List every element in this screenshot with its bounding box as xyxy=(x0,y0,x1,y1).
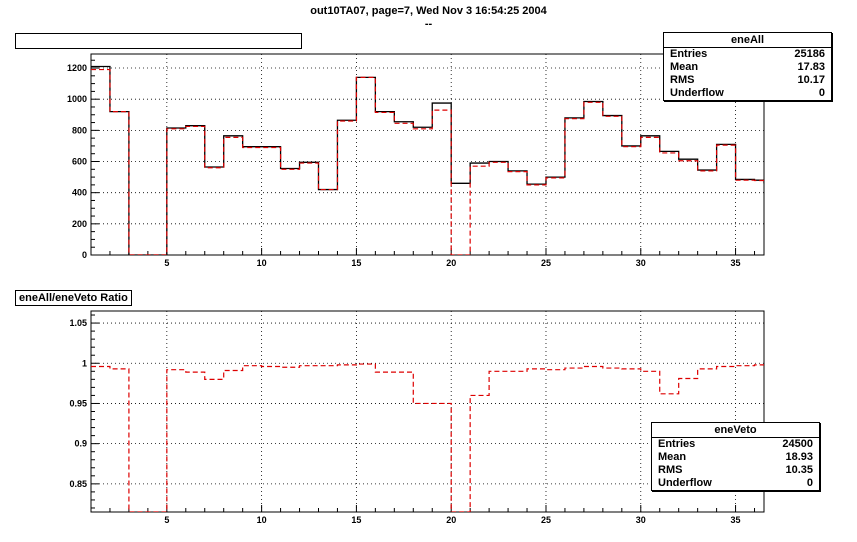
bottom-stats-row: Entries 24500 xyxy=(652,438,819,451)
stats-value: 17.83 xyxy=(797,61,825,73)
stats-label: RMS xyxy=(658,464,683,476)
bottom-stats-row: Underflow 0 xyxy=(652,477,819,490)
stats-value: 18.93 xyxy=(785,451,813,463)
stats-value: 10.17 xyxy=(797,74,825,86)
y-tick-label: 0.95 xyxy=(69,398,87,408)
series-ratio xyxy=(91,363,764,512)
bottom-stats-name: eneVeto xyxy=(652,423,819,438)
y-tick-label: 1 xyxy=(82,358,87,368)
x-tick-label: 5 xyxy=(164,258,169,268)
x-tick-label: 15 xyxy=(351,515,361,525)
top-stats-box: eneAll Entries 25186 Mean 17.83 RMS 10.17 U… xyxy=(663,32,832,101)
stats-value: 0 xyxy=(806,477,813,489)
stats-label: Mean xyxy=(670,61,699,73)
ratio-pad-title: eneAll/eneVeto Ratio xyxy=(15,290,132,306)
y-tick-label: 400 xyxy=(72,188,87,198)
x-tick-label: 30 xyxy=(636,258,646,268)
stats-label: Entries xyxy=(658,438,696,450)
plot-frame-0 xyxy=(90,53,765,256)
y-tick-label: 200 xyxy=(72,219,87,229)
y-tick-label: 0.9 xyxy=(74,439,87,449)
x-tick-label: 20 xyxy=(446,258,456,268)
stats-label: Underflow xyxy=(658,477,712,489)
bottom-stats-box: eneVeto Entries 24500 Mean 18.93 RMS 10.35 … xyxy=(651,422,820,491)
x-tick-label: 15 xyxy=(351,258,361,268)
top-stats-row: RMS 10.17 xyxy=(664,74,831,87)
top-pad-title-box xyxy=(15,33,302,49)
x-tick-label: 25 xyxy=(541,258,551,268)
bottom-stats-row: Mean 18.93 xyxy=(652,451,819,464)
stats-label: Underflow xyxy=(670,87,724,99)
canvas-title: out10TA07, page=7, Wed Nov 3 16:54:25 20… xyxy=(0,0,857,30)
y-tick-label: 600 xyxy=(72,157,87,167)
y-tick-label: 0 xyxy=(82,250,87,260)
x-tick-label: 35 xyxy=(731,258,741,268)
y-tick-label: 1.05 xyxy=(69,318,87,328)
x-tick-label: 30 xyxy=(636,515,646,525)
x-tick-label: 25 xyxy=(541,515,551,525)
y-tick-label: 1000 xyxy=(67,94,87,104)
top-stats-name: eneAll xyxy=(664,33,831,48)
top-stats-row: Entries 25186 xyxy=(664,48,831,61)
x-tick-label: 10 xyxy=(257,258,267,268)
bottom-stats-row: RMS 10.35 xyxy=(652,464,819,477)
y-tick-label: 800 xyxy=(72,125,87,135)
stats-value: 25186 xyxy=(794,48,825,60)
series-eneVeto xyxy=(91,68,764,255)
x-tick-label: 35 xyxy=(731,515,741,525)
canvas-title-text: out10TA07, page=7, Wed Nov 3 16:54:25 20… xyxy=(310,5,547,17)
stats-value: 0 xyxy=(818,87,825,99)
y-tick-label: 1200 xyxy=(67,63,87,73)
top-stats-row: Underflow 0 xyxy=(664,87,831,100)
x-tick-label: 5 xyxy=(164,515,169,525)
stats-value: 10.35 xyxy=(785,464,813,476)
series-eneAll xyxy=(91,65,764,255)
canvas-subtitle: -- xyxy=(424,18,433,30)
stats-label: Mean xyxy=(658,451,687,463)
x-tick-label: 20 xyxy=(446,515,456,525)
y-tick-label: 0.85 xyxy=(69,479,87,489)
x-tick-label: 10 xyxy=(257,515,267,525)
stats-label: Entries xyxy=(670,48,708,60)
stats-value: 24500 xyxy=(782,438,813,450)
stats-label: RMS xyxy=(670,74,695,86)
top-stats-row: Mean 17.83 xyxy=(664,61,831,74)
